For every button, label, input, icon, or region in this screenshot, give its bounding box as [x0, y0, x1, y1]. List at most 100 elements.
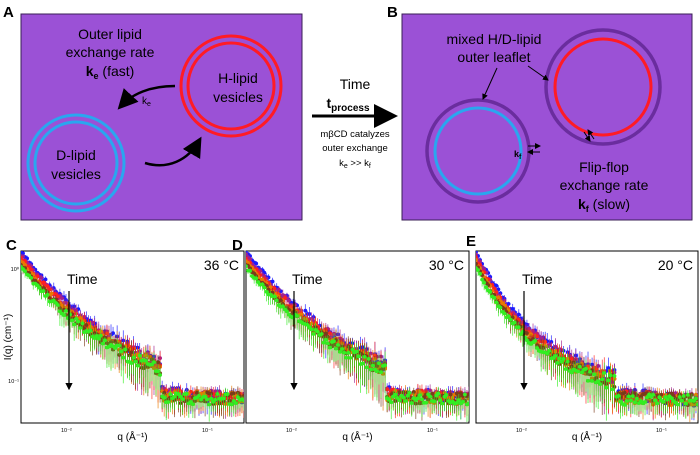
h-vesicle-label-line1: H-lipid: [218, 70, 258, 86]
data-point: [602, 371, 607, 375]
data-point: [342, 350, 347, 355]
outer-exchange-label-line2: exchange rate: [66, 44, 155, 60]
data-point: [231, 391, 236, 396]
data-point: [362, 354, 367, 359]
data-point: [510, 307, 515, 311]
data-point: [37, 285, 42, 290]
data-point: [694, 396, 698, 401]
data-point: [285, 309, 289, 314]
data-point: [535, 346, 540, 350]
x-axis-label: q (Å⁻¹): [117, 430, 147, 443]
data-point: [190, 402, 195, 407]
vesicle-b-left-inner-ring: [433, 106, 523, 196]
data-point: [512, 320, 517, 325]
data-point: [553, 353, 558, 358]
ke-arrow-symbol: k: [142, 96, 148, 107]
data-point: [229, 402, 234, 407]
data-point: [506, 302, 511, 306]
mixed-leaflet-line2: outer leaflet: [457, 49, 530, 65]
kf-slow-label: kf (slow): [578, 196, 630, 214]
data-point: [168, 392, 173, 397]
data-point: [45, 292, 50, 297]
ke-arrow-label: ke: [142, 96, 151, 108]
data-point: [166, 400, 171, 404]
data-point: [403, 399, 408, 403]
data-point: [152, 360, 156, 364]
data-point: [242, 393, 244, 398]
data-point: [338, 350, 343, 354]
data-point: [356, 354, 361, 359]
data-point: [336, 343, 340, 347]
data-point: [323, 337, 328, 342]
data-point: [47, 296, 52, 300]
sans-plots: C 36 °C Time q (Å⁻¹) 10⁻² 10⁻¹ I(q) (cm⁻¹) 10⁰ 1…: [3, 233, 699, 443]
data-point: [295, 314, 300, 318]
data-point: [610, 387, 615, 392]
data-point: [580, 370, 584, 375]
data-point: [287, 298, 291, 303]
data-point: [571, 360, 576, 365]
data-point: [278, 298, 283, 303]
data-point: [41, 289, 46, 293]
data-point: [494, 300, 499, 305]
data-point: [436, 391, 441, 396]
data-point: [246, 252, 248, 257]
data-point: [411, 390, 416, 394]
ke-arrow-sub: e: [147, 101, 151, 108]
data-point: [679, 398, 684, 403]
plot-e: E 20 °C Time q (Å⁻¹) 10⁻² 10⁻¹: [466, 233, 699, 443]
data-point: [29, 267, 34, 272]
data-point: [478, 271, 482, 276]
flipflop-line2: exchange rate: [560, 177, 649, 193]
data-point: [205, 397, 210, 402]
data-point: [683, 401, 688, 406]
data-point: [628, 398, 633, 403]
data-point: [608, 373, 613, 378]
data-point: [393, 392, 398, 397]
series-5: [476, 266, 698, 421]
data-point: [47, 287, 52, 292]
data-point: [555, 361, 560, 365]
data-point: [476, 261, 478, 266]
data-point: [129, 350, 134, 355]
data-point: [539, 336, 544, 341]
time-label: Time: [67, 271, 98, 287]
data-point: [592, 372, 597, 377]
data-point: [35, 274, 40, 279]
data-point: [78, 326, 83, 330]
data-point: [113, 339, 118, 344]
data-point: [111, 331, 115, 336]
mixed-pointer-right: [527, 65, 549, 81]
data-point: [272, 286, 277, 291]
data-point: [506, 314, 511, 319]
data-point: [492, 295, 497, 300]
outer-exchange-label-line1: Outer lipid: [78, 26, 142, 42]
data-point: [360, 361, 365, 366]
data-point: [321, 340, 326, 345]
data-point: [332, 339, 336, 344]
data-point: [604, 385, 609, 390]
data-point: [397, 398, 402, 403]
panel-label-a: A: [3, 4, 14, 21]
data-point: [516, 325, 521, 330]
data-point: [677, 395, 682, 399]
data-point: [458, 391, 463, 396]
data-point: [276, 287, 281, 292]
catalyst-line1: mβCD catalyzes: [320, 129, 390, 140]
data-point: [622, 390, 627, 395]
data-point: [488, 290, 493, 294]
data-point: [62, 313, 66, 317]
x-tick-right: 10⁻¹: [202, 428, 213, 434]
data-point: [577, 364, 582, 369]
data-point: [600, 377, 605, 382]
data-point: [137, 353, 142, 358]
data-point: [129, 361, 134, 366]
data-point: [569, 357, 574, 361]
scatter-series-group: [21, 251, 244, 422]
data-point: [94, 334, 99, 338]
data-point: [494, 283, 499, 288]
data-point: [309, 327, 314, 332]
data-point: [415, 396, 420, 401]
data-point: [375, 369, 379, 374]
data-point: [203, 394, 208, 399]
